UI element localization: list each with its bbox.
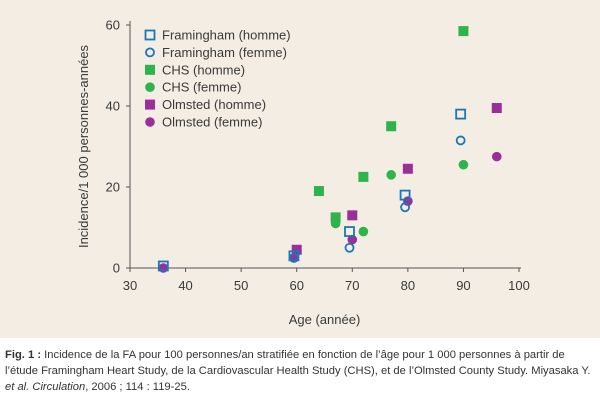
- x-tick-label: 90: [456, 278, 470, 293]
- figure-panel: [0, 0, 600, 338]
- x-axis-title: Age (année): [289, 312, 361, 327]
- data-point: [458, 159, 469, 170]
- x-tick-label: 100: [508, 278, 530, 293]
- data-point: [344, 242, 355, 253]
- legend-marker: [144, 29, 156, 41]
- data-point: [330, 218, 341, 229]
- data-point: [330, 212, 341, 223]
- x-tick-label: 70: [345, 278, 359, 293]
- x-tick-label: 40: [178, 278, 192, 293]
- legend-marker: [145, 64, 155, 75]
- legend-marker: [145, 117, 155, 127]
- data-point: [386, 121, 397, 132]
- legend-marker: [145, 82, 155, 92]
- x-tick-label: 60: [289, 278, 303, 293]
- y-tick-label: 0: [113, 261, 120, 276]
- data-point: [288, 250, 300, 262]
- data-point: [399, 189, 411, 201]
- legend-label: Framingham (femme): [162, 45, 287, 60]
- legend-marker: [145, 99, 155, 110]
- data-point: [291, 244, 302, 255]
- caption-reference: , 2006 ; 114 : 119-25.: [85, 381, 190, 393]
- x-tick-label: 50: [234, 278, 248, 293]
- x-tick-label: 80: [401, 278, 415, 293]
- y-tick-label: 60: [106, 18, 120, 33]
- y-tick-label: 20: [106, 180, 120, 195]
- data-point: [491, 151, 502, 162]
- caption-label: Fig. 1 :: [5, 349, 42, 361]
- data-point: [358, 171, 369, 182]
- x-tick-label: 30: [123, 278, 137, 293]
- data-point: [347, 234, 358, 245]
- scatter-chart: 30 40 50 60 70 80 90 100 0 20 40 60 Age (année) Incid…: [76, 18, 530, 328]
- legend-marker: [145, 47, 155, 58]
- legend-label: Framingham (homme): [162, 28, 291, 43]
- data-point: [400, 202, 410, 213]
- legend-label: CHS (homme): [162, 62, 245, 77]
- figure-caption: Fig. 1 : Incidence de la FA pour 100 per…: [5, 347, 595, 395]
- y-tick-label: 40: [106, 99, 120, 114]
- data-point: [358, 226, 369, 237]
- data-point: [491, 103, 502, 114]
- data-point: [458, 26, 469, 37]
- data-point: [347, 210, 358, 221]
- legend-label: Olmsted (femme): [162, 115, 262, 130]
- y-axis-title: Incidence/1 000 personnes-années: [76, 44, 91, 248]
- data-point: [313, 186, 324, 197]
- data-point: [455, 135, 466, 146]
- data-point: [455, 108, 467, 120]
- caption-journal: et al. Circulation: [5, 381, 86, 393]
- data-point: [157, 260, 169, 272]
- legend-label: Olmsted (homme): [162, 97, 266, 112]
- data-point: [402, 163, 413, 174]
- data-point: [289, 252, 299, 263]
- data-point: [344, 226, 355, 237]
- legend-label: CHS (femme): [162, 80, 241, 95]
- caption-text: Incidence de la FA pour 100 personnes/an…: [5, 349, 591, 377]
- data-point: [386, 170, 396, 180]
